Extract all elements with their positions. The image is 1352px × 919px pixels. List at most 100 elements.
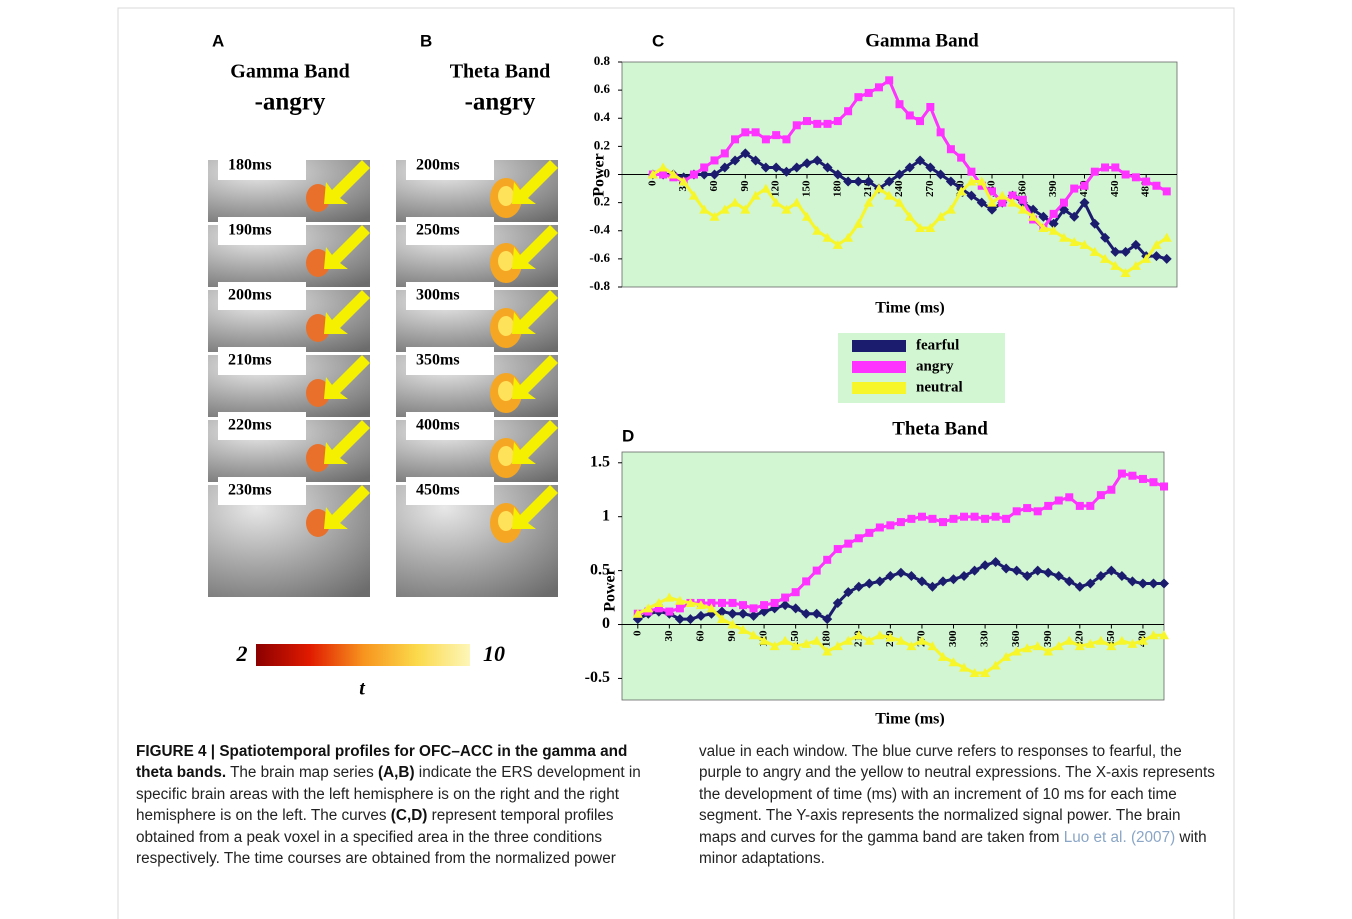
marker	[659, 171, 667, 179]
marker	[876, 523, 884, 531]
x-tick-label: 270	[924, 180, 936, 197]
panel-letter: A	[212, 31, 224, 50]
marker	[875, 83, 883, 91]
x-tick-label: 180	[831, 180, 843, 197]
brain-maps: AGamma Band-angry180ms190ms200ms210ms220…	[208, 31, 558, 699]
marker	[665, 608, 673, 616]
marker	[741, 128, 749, 136]
marker	[939, 518, 947, 526]
marker	[1107, 486, 1115, 494]
marker	[960, 513, 968, 521]
activation-core	[498, 381, 514, 401]
marker	[926, 103, 934, 111]
marker	[762, 135, 770, 143]
marker	[918, 513, 926, 521]
marker	[676, 604, 684, 612]
marker	[855, 534, 863, 542]
marker	[690, 171, 698, 179]
marker	[731, 135, 739, 143]
legend-swatch	[852, 340, 906, 352]
citation-link[interactable]: Luo et al. (2007)	[1064, 829, 1175, 846]
activation-core	[498, 446, 514, 466]
marker	[1013, 507, 1021, 515]
y-tick-label: 0	[602, 615, 610, 632]
time-label: 210ms	[228, 352, 272, 369]
time-label: 230ms	[228, 482, 272, 499]
caption-text: The brain map series	[226, 764, 378, 781]
marker	[802, 577, 810, 585]
x-tick-label: 360	[1010, 630, 1022, 647]
marker	[1097, 491, 1105, 499]
legend-swatch	[852, 382, 906, 394]
caption-ref: (C,D)	[391, 807, 428, 824]
marker	[711, 156, 719, 164]
activation-core	[498, 316, 514, 336]
y-tick-label: 1	[602, 507, 610, 524]
y-tick-label: 0.6	[594, 81, 611, 96]
marker	[1142, 178, 1150, 186]
x-tick-label: 60	[694, 630, 706, 642]
x-tick-label: 60	[708, 180, 720, 192]
marker	[700, 163, 708, 171]
marker	[1065, 493, 1073, 501]
marker	[1034, 507, 1042, 515]
marker	[729, 599, 737, 607]
marker	[772, 131, 780, 139]
page: AGamma Band-angry180ms190ms200ms210ms220…	[0, 0, 1352, 919]
marker	[1060, 199, 1068, 207]
y-tick-label: -0.4	[589, 222, 610, 237]
marker	[906, 111, 914, 119]
time-label: 250ms	[416, 222, 460, 239]
marker	[886, 521, 894, 529]
y-tick-label: 0.2	[594, 137, 610, 152]
x-tick-label: 30	[663, 630, 675, 642]
marker	[1118, 470, 1126, 478]
legend-label: neutral	[916, 379, 963, 395]
x-tick-label: 180	[821, 630, 833, 647]
marker	[1081, 182, 1089, 190]
y-tick-label: -0.6	[589, 250, 610, 265]
caption: FIGURE 4 | Spatiotemporal profiles for O…	[136, 741, 1218, 869]
marker	[896, 100, 904, 108]
legend-label: fearful	[916, 337, 959, 353]
caption-text: represent temporal profiles obtained fro…	[136, 743, 1215, 867]
x-tick-label: 330	[979, 630, 991, 647]
x-tick-label: 240	[893, 180, 905, 197]
marker	[1091, 168, 1099, 176]
marker	[834, 545, 842, 553]
marker	[1070, 185, 1078, 193]
panel-letter: B	[420, 31, 432, 50]
colorbar-label: t	[359, 678, 366, 700]
time-label: 200ms	[416, 157, 460, 174]
marker	[750, 604, 758, 612]
legend-label: angry	[916, 358, 954, 374]
marker	[1023, 504, 1031, 512]
x-tick-label: 90	[726, 630, 738, 642]
x-tick-label: 390	[1047, 180, 1059, 197]
x-tick-label: 0	[631, 630, 643, 636]
marker	[1128, 472, 1136, 480]
colorbar-min: 2	[236, 641, 248, 666]
marker	[992, 513, 1000, 521]
marker	[752, 128, 760, 136]
y-tick-label: 0.8	[594, 53, 611, 68]
x-tick-label: 90	[739, 180, 751, 192]
marker	[1076, 502, 1084, 510]
marker	[916, 117, 924, 125]
marker	[885, 76, 893, 84]
marker	[824, 120, 832, 128]
marker	[971, 513, 979, 521]
chart-title: Gamma Band	[865, 30, 979, 51]
panel-subtitle: -angry	[255, 89, 326, 116]
marker	[1152, 182, 1160, 190]
marker	[1044, 502, 1052, 510]
marker	[718, 599, 726, 607]
panel-title: Gamma Band	[230, 61, 349, 83]
time-label: 200ms	[228, 287, 272, 304]
marker	[928, 515, 936, 523]
x-tick-label: 150	[801, 180, 813, 197]
y-tick-label: 0.4	[594, 109, 611, 124]
marker	[907, 515, 915, 523]
time-label: 180ms	[228, 157, 272, 174]
marker	[1111, 163, 1119, 171]
